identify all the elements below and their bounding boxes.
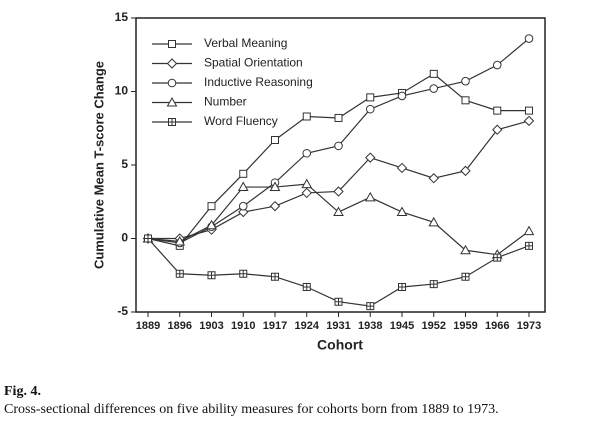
legend-label: Word Fluency xyxy=(204,114,278,128)
legend-label: Number xyxy=(204,95,247,109)
data-point xyxy=(364,191,376,202)
y-tick-label: 15 xyxy=(115,10,129,24)
data-point xyxy=(461,96,470,105)
y-tick-label: 10 xyxy=(115,84,129,98)
legend-marker xyxy=(168,40,176,48)
data-point xyxy=(269,200,281,212)
data-point xyxy=(365,104,375,114)
data-point xyxy=(461,76,470,86)
legend-marker xyxy=(167,78,177,88)
data-point xyxy=(271,272,279,281)
data-point xyxy=(429,84,439,93)
data-point xyxy=(460,165,471,177)
data-point xyxy=(493,106,502,115)
data-point xyxy=(174,235,186,246)
data-point xyxy=(207,202,216,211)
data-point xyxy=(525,106,533,115)
data-point xyxy=(302,283,311,292)
series-line xyxy=(148,120,530,240)
data-point xyxy=(493,253,502,262)
data-point xyxy=(429,69,438,78)
data-point xyxy=(523,225,535,236)
data-point xyxy=(334,113,343,122)
legend-label: Verbal Meaning xyxy=(204,36,287,50)
data-point xyxy=(492,124,503,135)
data-point xyxy=(239,169,248,178)
x-tick-label: 1917 xyxy=(263,320,287,332)
data-point xyxy=(428,173,439,184)
legend-label: Inductive Reasoning xyxy=(204,75,313,89)
data-point xyxy=(429,280,438,289)
x-axis-label: Cohort xyxy=(317,337,363,353)
data-point xyxy=(239,269,248,278)
data-point xyxy=(237,181,249,192)
caption-label: Fig. 4. xyxy=(4,384,41,399)
data-point xyxy=(396,162,408,174)
legend-label: Spatial Orientation xyxy=(204,56,303,70)
data-point xyxy=(523,115,535,127)
data-point xyxy=(175,269,184,278)
x-tick-label: 1938 xyxy=(358,320,382,332)
x-tick-label: 1952 xyxy=(422,320,446,332)
x-tick-label: 1896 xyxy=(168,320,192,332)
y-tick-label: 5 xyxy=(121,157,128,171)
data-point xyxy=(238,201,248,211)
data-point xyxy=(271,136,279,145)
data-point xyxy=(460,244,471,255)
data-point xyxy=(269,181,281,192)
x-tick-label: 1959 xyxy=(453,320,477,332)
data-point xyxy=(144,234,152,243)
data-point xyxy=(525,241,533,250)
data-point xyxy=(301,178,313,189)
legend-marker xyxy=(166,58,178,69)
x-tick-label: 1903 xyxy=(199,320,223,332)
data-point xyxy=(398,283,406,292)
data-point xyxy=(365,152,376,163)
chart: Cumulative Mean T-score Change Cohort -5… xyxy=(91,10,546,353)
data-point xyxy=(333,206,344,217)
data-point xyxy=(396,206,408,217)
plot-frame xyxy=(135,17,546,313)
data-point xyxy=(302,112,311,121)
x-tick-label: 1931 xyxy=(326,320,350,332)
data-point xyxy=(333,186,344,197)
y-tick-label: 0 xyxy=(121,231,128,245)
x-tick-label: 1910 xyxy=(231,320,255,332)
x-tick-label: 1966 xyxy=(485,320,509,332)
x-tick-label: 1889 xyxy=(136,320,160,332)
data-point xyxy=(366,93,375,102)
y-axis-label: Cumulative Mean T-score Change xyxy=(91,61,106,269)
caption-text: Cross-sectional differences on five abil… xyxy=(4,402,499,417)
series-line xyxy=(147,238,530,307)
data-point xyxy=(334,141,343,151)
y-tick-label: -5 xyxy=(117,304,128,318)
x-tick-label: 1945 xyxy=(390,320,414,332)
data-point xyxy=(492,60,502,70)
data-point xyxy=(334,297,343,306)
data-point xyxy=(428,216,440,227)
legend-marker xyxy=(168,118,176,126)
data-point xyxy=(207,271,216,280)
x-tick-label: 1924 xyxy=(295,320,320,332)
data-point xyxy=(366,302,375,311)
data-point xyxy=(461,272,470,281)
data-point xyxy=(206,219,217,230)
data-point xyxy=(301,187,312,199)
data-point xyxy=(302,148,312,158)
x-tick-label: 1973 xyxy=(517,320,541,332)
legend-marker xyxy=(166,96,178,107)
data-point xyxy=(397,91,407,101)
data-point xyxy=(524,34,534,43)
